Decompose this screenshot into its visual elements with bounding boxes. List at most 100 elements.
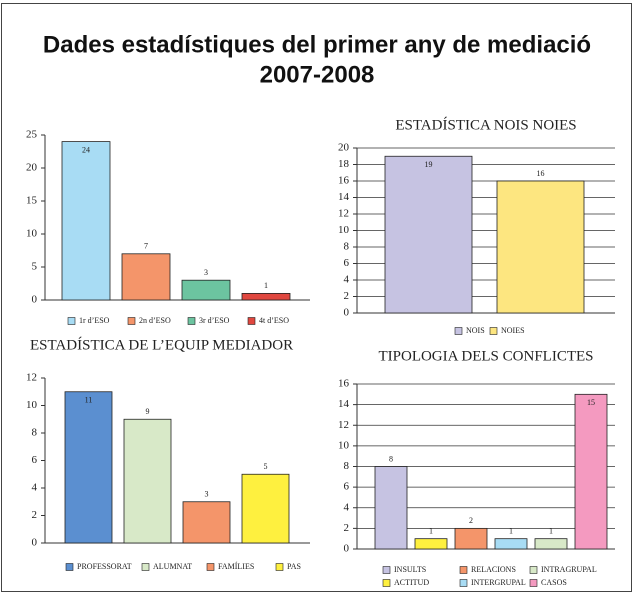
legend-label: PROFESSORAT — [77, 562, 132, 571]
bar — [181, 279, 231, 301]
chart-title: ESTADÍSTICA DE L’EQUIP MEDIADOR — [30, 336, 293, 353]
legend-swatch — [141, 563, 150, 571]
legend-label: 1r d’ESO — [79, 316, 110, 325]
legend-swatch — [459, 579, 468, 587]
legend-label: CASOS — [541, 578, 567, 587]
value-label: 16 — [537, 169, 545, 178]
legend-swatch — [454, 327, 463, 335]
y-tick-label: 16 — [338, 175, 350, 187]
y-tick-label: 0 — [344, 307, 350, 319]
legend-label: 2n d’ESO — [139, 316, 171, 325]
y-tick-label: 20 — [26, 162, 38, 174]
y-tick-label: 0 — [32, 294, 38, 306]
bar — [496, 180, 585, 314]
bar — [384, 155, 473, 314]
y-tick-label: 12 — [338, 419, 349, 431]
legend-swatch — [65, 563, 74, 571]
bar — [182, 501, 231, 544]
value-label: 1 — [549, 527, 553, 536]
bar — [494, 538, 528, 550]
y-tick-label: 14 — [338, 398, 350, 410]
y-tick-label: 8 — [344, 241, 350, 253]
y-tick-label: 10 — [26, 399, 38, 411]
value-label: 1 — [264, 281, 268, 290]
legend-label: 4t d’ESO — [259, 316, 289, 325]
legend-swatch — [489, 327, 498, 335]
y-tick-label: 4 — [344, 501, 350, 513]
value-label: 9 — [146, 407, 150, 416]
y-tick-label: 2 — [344, 290, 350, 302]
legend-label: ALUMNAT — [153, 562, 192, 571]
y-tick-label: 15 — [26, 195, 38, 207]
y-tick-label: 6 — [344, 257, 350, 269]
value-label: 5 — [264, 462, 268, 471]
bar — [574, 393, 608, 550]
y-tick-label: 4 — [344, 274, 350, 286]
y-tick-label: 5 — [32, 261, 38, 273]
main-title: Dades estadístiques del primer any de me… — [43, 31, 591, 58]
bar — [241, 292, 291, 301]
y-tick-label: 12 — [338, 208, 349, 220]
y-tick-label: 20 — [338, 142, 350, 154]
legend-label: INTERGRUPAL — [471, 578, 526, 587]
legend-label: PAS — [287, 562, 301, 571]
bar — [534, 538, 568, 550]
value-label: 8 — [389, 454, 393, 463]
legend-swatch — [206, 563, 215, 571]
bar — [374, 466, 408, 550]
bar — [454, 527, 488, 550]
legend-swatch — [529, 579, 538, 587]
value-label: 1 — [509, 527, 513, 536]
legend-swatch — [247, 317, 256, 325]
value-label: 7 — [144, 242, 148, 251]
value-label: 2 — [469, 516, 473, 525]
main-title: 2007-2008 — [260, 61, 375, 88]
legend-label: NOIS — [466, 326, 485, 335]
bar — [61, 141, 111, 301]
legend-label: INTRAGRUPAL — [541, 565, 597, 574]
y-tick-label: 0 — [344, 543, 350, 555]
y-tick-label: 14 — [338, 191, 350, 203]
legend-swatch — [67, 317, 76, 325]
legend-swatch — [382, 579, 391, 587]
bar — [414, 538, 448, 550]
legend-swatch — [275, 563, 284, 571]
legend-swatch — [529, 566, 538, 574]
legend-label: ACTITUD — [394, 578, 429, 587]
bar — [121, 253, 171, 301]
legend-label: FAMÍLIES — [218, 561, 254, 571]
legend-label: 3r d’ESO — [199, 316, 230, 325]
y-tick-label: 0 — [32, 537, 38, 549]
legend-swatch — [382, 566, 391, 574]
y-tick-label: 25 — [26, 129, 38, 141]
y-tick-label: 6 — [32, 454, 38, 466]
y-tick-label: 6 — [344, 481, 350, 493]
bar — [64, 391, 113, 544]
y-tick-label: 8 — [344, 460, 350, 472]
y-tick-label: 2 — [32, 509, 38, 521]
value-label: 1 — [429, 527, 433, 536]
y-tick-label: 8 — [32, 427, 38, 439]
y-tick-label: 12 — [26, 372, 37, 384]
legend-label: INSULTS — [394, 565, 426, 574]
bar — [123, 418, 172, 544]
chart-title: TIPOLOGIA DELS CONFLICTES — [378, 348, 593, 364]
value-label: 3 — [204, 268, 208, 277]
legend-label: RELACIONS — [471, 565, 516, 574]
value-label: 11 — [85, 396, 93, 405]
y-tick-label: 18 — [338, 158, 350, 170]
y-tick-label: 10 — [338, 439, 350, 451]
value-label: 24 — [82, 145, 90, 154]
value-label: 19 — [425, 160, 433, 169]
y-tick-label: 4 — [32, 482, 38, 494]
y-tick-label: 10 — [338, 224, 350, 236]
legend-swatch — [459, 566, 468, 574]
chart-title: ESTADÍSTICA NOIS NOIES — [395, 116, 576, 133]
legend-label: NOIES — [501, 326, 525, 335]
y-tick-label: 2 — [344, 522, 350, 534]
value-label: 15 — [587, 398, 595, 407]
legend-swatch — [127, 317, 136, 325]
value-label: 3 — [205, 490, 209, 499]
legend-swatch — [187, 317, 196, 325]
